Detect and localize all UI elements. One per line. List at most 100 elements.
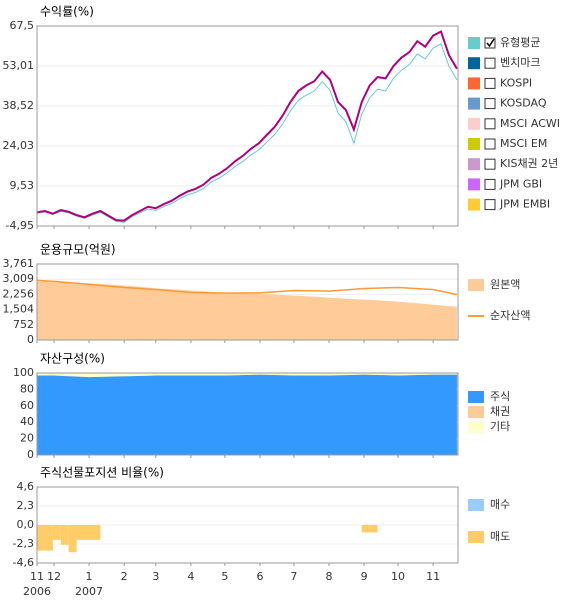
line-series	[36, 279, 458, 296]
chart-title: 자산구성(%)	[40, 352, 105, 366]
plot-border	[36, 486, 459, 564]
y-tick-label: 2,3	[17, 499, 35, 512]
checkbox	[484, 178, 496, 190]
year-label: 2007	[75, 585, 103, 598]
legend-label: KOSPI	[500, 76, 532, 89]
legend-swatch	[468, 531, 484, 543]
plot-area	[37, 26, 458, 226]
legend-swatch	[468, 117, 480, 130]
bar	[92, 525, 101, 540]
legend-swatch	[468, 406, 484, 418]
legend-swatch	[468, 97, 480, 110]
x-tick-label: 12	[47, 570, 61, 583]
y-tick-label: -2,3	[13, 537, 34, 550]
bar	[68, 525, 77, 553]
legend-label: JPM GBI	[499, 177, 542, 190]
x-tick-label: 2	[121, 570, 128, 583]
y-tick-label: 752	[13, 318, 34, 331]
x-tick-label: 3	[152, 570, 159, 583]
x-tick-label: 1	[86, 570, 93, 583]
legend-swatch	[468, 57, 480, 70]
legend-label: 매수	[490, 498, 510, 511]
bar	[44, 525, 53, 551]
check-mark	[486, 38, 495, 48]
x-tick-label: 10	[391, 570, 405, 583]
legend-swatch	[468, 37, 480, 49]
plot-border	[36, 372, 459, 456]
checkbox	[484, 158, 496, 170]
legend-swatch	[468, 178, 480, 191]
year-label: 2006	[23, 585, 51, 598]
y-tick-label: -4,6	[13, 556, 34, 569]
x-tick-label: 6	[256, 570, 263, 583]
legend-label: 주식	[490, 390, 510, 403]
x-tick-label: 7	[290, 570, 297, 583]
chart-title: 운용규모(억원)	[40, 243, 116, 257]
legend-label: 기타	[490, 420, 510, 433]
legend-label: 유형평균	[500, 36, 540, 49]
y-tick-label: 2,256	[3, 287, 35, 300]
y-tick-label: 100	[13, 366, 34, 379]
area-series	[37, 281, 457, 340]
y-tick-label: 40	[20, 415, 34, 428]
y-tick-label: 0,0	[17, 518, 35, 531]
y-tick-label: 38,52	[3, 99, 35, 112]
bar	[37, 525, 45, 551]
legend-label: 채권	[490, 405, 510, 418]
legend-label: MSCI ACWI	[500, 117, 560, 130]
y-tick-label: 60	[20, 399, 34, 412]
y-tick-label: 80	[20, 382, 34, 395]
checkbox	[484, 37, 496, 49]
bar	[60, 525, 69, 545]
checkbox	[484, 77, 496, 89]
legend-label: 매도	[490, 530, 510, 543]
x-tick-label: 11	[426, 570, 440, 583]
y-tick-label: 1,504	[3, 303, 35, 316]
legend-swatch	[468, 138, 480, 150]
bar	[361, 525, 370, 533]
bar	[84, 525, 93, 540]
plot-border	[36, 25, 459, 227]
checkbox	[484, 98, 496, 110]
y-tick-label: 67,5	[10, 19, 35, 32]
area-series	[37, 374, 457, 455]
legend-swatch	[468, 499, 484, 511]
legend-label: 원본액	[490, 278, 520, 291]
y-tick-label: 3,009	[3, 272, 35, 285]
legend-label: 순자산액	[490, 309, 530, 322]
legend-label: KOSDAQ	[500, 97, 547, 110]
y-tick-label: 4,6	[17, 480, 35, 493]
y-tick-label: 0	[27, 333, 34, 346]
legend-swatch	[468, 279, 484, 291]
x-tick-label: 5	[221, 570, 228, 583]
plot-border	[36, 263, 459, 341]
y-tick-label: 9,53	[10, 179, 35, 192]
legend-label: KIS채권 2년	[500, 157, 558, 170]
y-tick-label: 24,03	[3, 139, 35, 152]
legend-label: JPM EMBI	[499, 198, 550, 211]
legend-swatch	[468, 77, 480, 90]
y-tick-label: 53,01	[3, 59, 35, 72]
checkbox	[484, 199, 496, 211]
bar	[369, 525, 378, 533]
y-tick-label: 0	[27, 448, 34, 461]
legend-label: 벤치마크	[500, 56, 540, 69]
checkbox	[484, 57, 496, 69]
y-tick-label: 20	[20, 432, 34, 445]
bar	[76, 525, 85, 540]
bar	[52, 525, 61, 540]
line-series	[36, 43, 458, 223]
legend-swatch	[468, 158, 480, 171]
x-tick-label: 11	[30, 570, 44, 583]
y-tick-label: -4,95	[6, 219, 34, 232]
chart-title: 수익률(%)	[40, 5, 94, 19]
legend-swatch	[468, 421, 484, 433]
x-tick-label: 4	[187, 570, 194, 583]
chart-title: 주식선물포지션 비율(%)	[40, 466, 164, 480]
legend-swatch	[468, 391, 484, 403]
line-series	[36, 30, 458, 222]
y-tick-label: 3,761	[3, 257, 35, 270]
checkbox	[484, 138, 496, 150]
legend-swatch	[468, 198, 480, 211]
